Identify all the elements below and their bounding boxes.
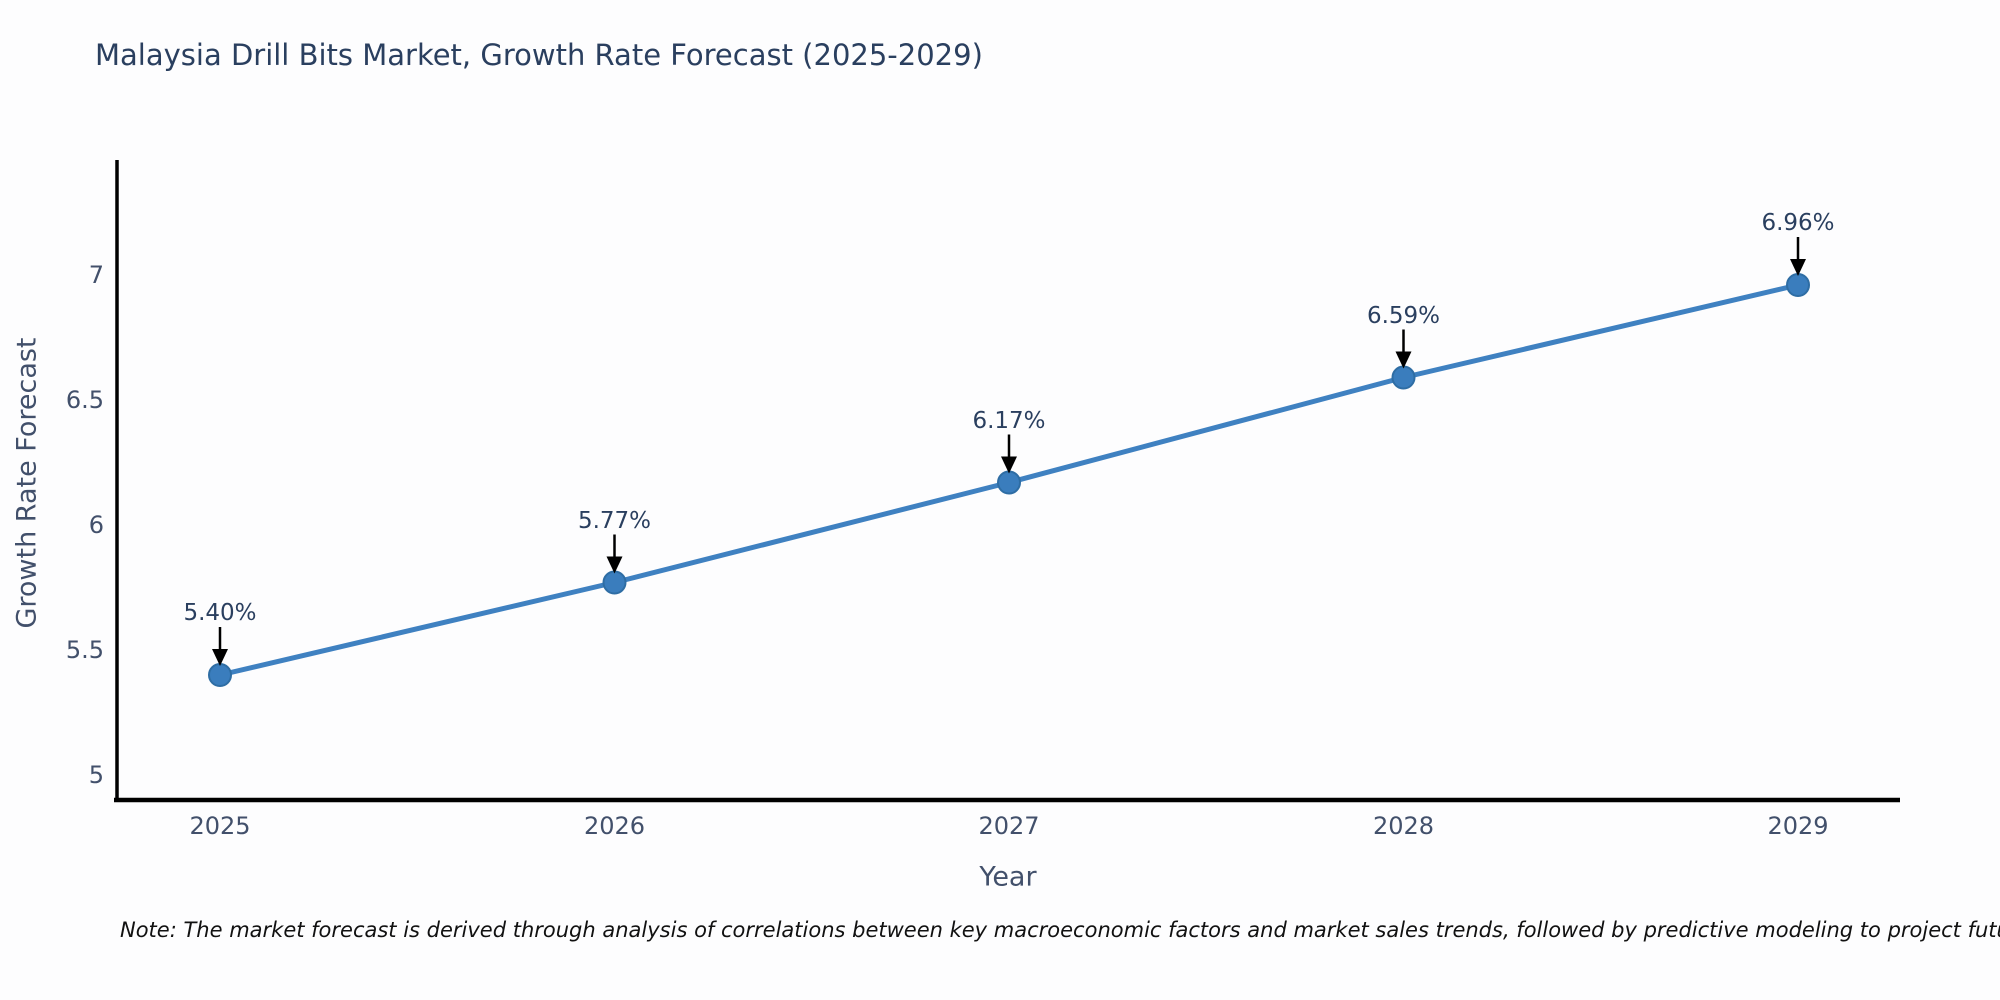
footnote: Note: The market forecast is derived thr… — [120, 918, 2000, 942]
annotation-arrowhead-icon — [212, 649, 228, 666]
y-tick-label: 5.5 — [65, 636, 104, 664]
x-tick-label: 2029 — [1767, 812, 1829, 840]
data-point-label: 6.96% — [1761, 210, 1835, 236]
data-point-marker — [997, 470, 1021, 495]
annotation-arrowhead-icon — [1395, 351, 1412, 369]
y-tick-label: 7 — [88, 261, 104, 289]
data-point-label: 6.17% — [972, 407, 1046, 434]
y-tick-label: 6 — [88, 511, 104, 539]
x-axis-title: Year — [979, 861, 1037, 893]
annotation-arrowhead-icon — [1001, 456, 1017, 474]
annotation-arrowhead-icon — [606, 556, 623, 574]
x-tick-label: 2028 — [1372, 812, 1435, 840]
data-point-marker — [1391, 365, 1416, 390]
data-point-label: 5.77% — [577, 507, 652, 534]
x-tick-label: 2025 — [189, 812, 251, 840]
annotation-arrowhead-icon — [1790, 259, 1806, 276]
x-tick-label: 2027 — [978, 812, 1040, 840]
chart-title: Malaysia Drill Bits Market, Growth Rate … — [95, 38, 983, 72]
data-point-label: 5.40% — [183, 600, 257, 626]
data-point-marker — [602, 570, 627, 595]
data-point-label: 6.59% — [1366, 302, 1441, 329]
data-point-marker — [1786, 273, 1810, 297]
x-tick-label: 2026 — [583, 812, 646, 840]
y-tick-label: 5 — [88, 761, 104, 789]
y-tick-label: 6.5 — [65, 386, 104, 414]
data-point-marker — [208, 663, 232, 687]
